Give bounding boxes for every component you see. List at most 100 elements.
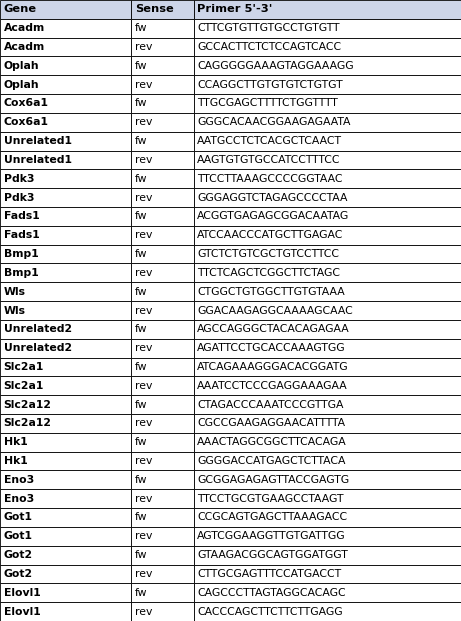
- Bar: [131, 471, 194, 489]
- Bar: [194, 508, 461, 527]
- Bar: [0, 320, 131, 338]
- Text: CTGGCTGTGGCTTGTGTAAA: CTGGCTGTGGCTTGTGTAAA: [197, 287, 345, 297]
- Bar: [0, 170, 131, 188]
- Bar: [131, 188, 194, 207]
- Text: rev: rev: [135, 193, 153, 202]
- Bar: [0, 301, 131, 320]
- Bar: [131, 0, 194, 19]
- Bar: [194, 188, 461, 207]
- Text: Slc2a12: Slc2a12: [4, 419, 52, 428]
- Text: Sense: Sense: [135, 4, 174, 14]
- Bar: [194, 414, 461, 433]
- Bar: [194, 57, 461, 75]
- Bar: [131, 263, 194, 283]
- Text: GTAAGACGGCAGTGGATGGT: GTAAGACGGCAGTGGATGGT: [197, 550, 348, 560]
- Bar: [131, 358, 194, 376]
- Text: fw: fw: [135, 512, 148, 522]
- Text: Slc2a1: Slc2a1: [4, 362, 44, 372]
- Text: Got2: Got2: [4, 550, 33, 560]
- Bar: [194, 395, 461, 414]
- Bar: [194, 301, 461, 320]
- Bar: [131, 338, 194, 358]
- Text: rev: rev: [135, 381, 153, 391]
- Text: GGGGACCATGAGCTCTTACA: GGGGACCATGAGCTCTTACA: [197, 456, 346, 466]
- Text: rev: rev: [135, 607, 153, 617]
- Bar: [0, 38, 131, 57]
- Text: rev: rev: [135, 79, 153, 89]
- Text: AGCCAGGGCTACACAGAGAA: AGCCAGGGCTACACAGAGAA: [197, 324, 350, 334]
- Text: fw: fw: [135, 23, 148, 34]
- Bar: [131, 301, 194, 320]
- Bar: [194, 283, 461, 301]
- Bar: [131, 245, 194, 263]
- Bar: [0, 113, 131, 132]
- Text: Cox6a1: Cox6a1: [4, 99, 49, 109]
- Bar: [0, 150, 131, 170]
- Bar: [131, 75, 194, 94]
- Bar: [194, 376, 461, 395]
- Bar: [0, 546, 131, 564]
- Text: Hk1: Hk1: [4, 456, 28, 466]
- Text: Bmp1: Bmp1: [4, 249, 38, 259]
- Text: AATGCCTCTCACGCTCAACT: AATGCCTCTCACGCTCAACT: [197, 136, 343, 146]
- Bar: [0, 132, 131, 150]
- Bar: [131, 395, 194, 414]
- Bar: [0, 508, 131, 527]
- Text: Unrelated2: Unrelated2: [4, 324, 72, 334]
- Bar: [0, 57, 131, 75]
- Bar: [0, 188, 131, 207]
- Text: Pdk3: Pdk3: [4, 193, 34, 202]
- Bar: [0, 283, 131, 301]
- Bar: [0, 358, 131, 376]
- Text: rev: rev: [135, 42, 153, 52]
- Text: AAACTAGGCGGCTTCACAGA: AAACTAGGCGGCTTCACAGA: [197, 437, 347, 447]
- Text: fw: fw: [135, 61, 148, 71]
- Text: Acadm: Acadm: [4, 42, 45, 52]
- Text: CAGGGGGAAAGTAGGAAAGG: CAGGGGGAAAGTAGGAAAGG: [197, 61, 354, 71]
- Text: TTCCTGCGTGAAGCCTAAGT: TTCCTGCGTGAAGCCTAAGT: [197, 494, 344, 504]
- Bar: [0, 263, 131, 283]
- Bar: [194, 451, 461, 471]
- Bar: [194, 94, 461, 113]
- Bar: [0, 94, 131, 113]
- Text: GGGAGGTCTAGAGCCCCTAA: GGGAGGTCTAGAGCCCCTAA: [197, 193, 348, 202]
- Bar: [0, 471, 131, 489]
- Text: ATCAGAAAGGGACACGGATG: ATCAGAAAGGGACACGGATG: [197, 362, 349, 372]
- Text: AGTCGGAAGGTTGTGATTGG: AGTCGGAAGGTTGTGATTGG: [197, 532, 346, 542]
- Text: TTCCTTAAAGCCCCGGTAAC: TTCCTTAAAGCCCCGGTAAC: [197, 174, 343, 184]
- Text: rev: rev: [135, 419, 153, 428]
- Text: ACGGTGAGAGCGGACAATAG: ACGGTGAGAGCGGACAATAG: [197, 211, 349, 222]
- Bar: [0, 451, 131, 471]
- Bar: [0, 207, 131, 226]
- Bar: [0, 395, 131, 414]
- Bar: [131, 320, 194, 338]
- Text: Primer 5'-3': Primer 5'-3': [197, 4, 273, 14]
- Bar: [131, 150, 194, 170]
- Bar: [194, 546, 461, 564]
- Bar: [131, 508, 194, 527]
- Text: Got1: Got1: [4, 512, 33, 522]
- Text: Eno3: Eno3: [4, 494, 34, 504]
- Text: Unrelated2: Unrelated2: [4, 343, 72, 353]
- Bar: [131, 226, 194, 245]
- Bar: [131, 19, 194, 38]
- Bar: [131, 546, 194, 564]
- Text: fw: fw: [135, 587, 148, 598]
- Bar: [194, 150, 461, 170]
- Bar: [194, 338, 461, 358]
- Text: Cox6a1: Cox6a1: [4, 117, 49, 127]
- Text: Acadm: Acadm: [4, 23, 45, 34]
- Bar: [194, 358, 461, 376]
- Bar: [0, 19, 131, 38]
- Text: Got2: Got2: [4, 569, 33, 579]
- Bar: [194, 75, 461, 94]
- Text: Slc2a12: Slc2a12: [4, 399, 52, 410]
- Text: CTAGACCCAAATCCCGTTGA: CTAGACCCAAATCCCGTTGA: [197, 399, 344, 410]
- Bar: [0, 602, 131, 621]
- Bar: [131, 170, 194, 188]
- Text: rev: rev: [135, 494, 153, 504]
- Text: CACCCAGCTTCTTCTTGAGG: CACCCAGCTTCTTCTTGAGG: [197, 607, 343, 617]
- Text: TTGCGAGCTTTTCTGGTTTT: TTGCGAGCTTTTCTGGTTTT: [197, 99, 338, 109]
- Text: rev: rev: [135, 230, 153, 240]
- Text: rev: rev: [135, 117, 153, 127]
